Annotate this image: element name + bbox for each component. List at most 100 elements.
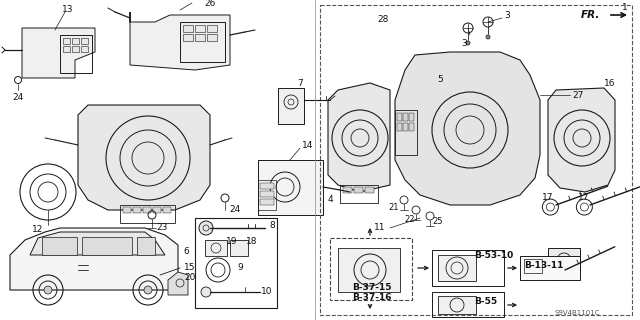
Polygon shape [328, 83, 390, 192]
Circle shape [486, 35, 490, 39]
Bar [260, 199, 274, 205]
Circle shape [201, 287, 211, 297]
Bar [153, 207, 161, 213]
Bar [81, 38, 88, 44]
Text: 10: 10 [261, 287, 273, 297]
Bar [207, 34, 217, 41]
Bar [183, 25, 193, 32]
Text: B-37-15: B-37-15 [352, 284, 392, 292]
Text: B-55: B-55 [474, 298, 497, 307]
Bar [432, 250, 504, 286]
Bar [520, 256, 580, 280]
Bar [403, 123, 408, 131]
Text: 11: 11 [374, 223, 386, 233]
Bar [205, 240, 227, 256]
Text: 3: 3 [504, 12, 510, 20]
Bar [338, 248, 400, 292]
Text: 17: 17 [542, 194, 554, 203]
Text: 9: 9 [237, 263, 243, 273]
Circle shape [199, 221, 213, 235]
Text: 26: 26 [204, 0, 216, 7]
Bar [320, 5, 632, 315]
Bar [72, 46, 79, 52]
Text: 22: 22 [404, 215, 415, 225]
Bar [207, 25, 217, 32]
Bar [82, 237, 132, 255]
Bar [409, 113, 414, 121]
Bar [260, 183, 274, 189]
Text: B-37-16: B-37-16 [352, 293, 392, 302]
Text: 6: 6 [183, 247, 189, 257]
Bar [548, 248, 580, 272]
Text: 24: 24 [12, 93, 24, 102]
Bar [397, 113, 402, 121]
Bar [72, 38, 79, 44]
Polygon shape [78, 105, 210, 210]
Bar [260, 191, 274, 197]
Bar [403, 113, 408, 121]
Text: 17: 17 [579, 194, 589, 203]
Text: 8: 8 [269, 221, 275, 230]
Polygon shape [22, 28, 95, 78]
Text: 12: 12 [32, 226, 44, 235]
Circle shape [144, 286, 152, 294]
Text: 7: 7 [297, 78, 303, 87]
Text: 27: 27 [572, 91, 584, 100]
Bar [278, 88, 304, 124]
Bar [120, 205, 175, 223]
Bar [258, 180, 276, 210]
Bar [524, 259, 542, 273]
Text: 14: 14 [302, 140, 314, 149]
Polygon shape [448, 72, 505, 88]
Polygon shape [395, 52, 540, 205]
Bar [397, 123, 402, 131]
Bar [195, 34, 205, 41]
Polygon shape [130, 12, 230, 70]
Text: 13: 13 [62, 5, 74, 14]
Text: 1: 1 [622, 4, 628, 12]
Text: 16: 16 [604, 78, 616, 87]
Bar [60, 35, 92, 73]
Text: 19: 19 [227, 237, 237, 246]
Text: S9V4B1101C: S9V4B1101C [554, 310, 600, 316]
Text: 18: 18 [246, 237, 258, 246]
Bar [395, 110, 417, 155]
Bar [343, 187, 352, 193]
Bar [133, 207, 141, 213]
Text: 21: 21 [388, 204, 399, 212]
Bar [63, 38, 70, 44]
Bar [180, 22, 225, 62]
Bar [438, 296, 476, 314]
Bar [137, 237, 155, 255]
Polygon shape [10, 228, 178, 290]
Text: 15: 15 [184, 263, 196, 273]
Bar [354, 187, 363, 193]
Bar [340, 185, 378, 203]
Text: 5: 5 [437, 76, 443, 84]
Bar [42, 237, 77, 255]
Circle shape [44, 286, 52, 294]
Polygon shape [30, 232, 165, 255]
Bar [230, 240, 248, 256]
Bar [143, 207, 151, 213]
Text: B-13-11: B-13-11 [524, 261, 563, 270]
Text: 23: 23 [156, 223, 168, 233]
Bar [432, 292, 504, 317]
Polygon shape [168, 272, 188, 295]
Text: FR.: FR. [580, 10, 600, 20]
Text: 20: 20 [184, 274, 196, 283]
Bar [63, 46, 70, 52]
Text: B-53-10: B-53-10 [474, 251, 513, 260]
Bar [365, 187, 374, 193]
Bar [163, 207, 171, 213]
Bar [183, 34, 193, 41]
Bar [409, 123, 414, 131]
Bar [195, 25, 205, 32]
Bar [258, 160, 323, 215]
Text: 3: 3 [461, 38, 467, 47]
Text: 28: 28 [378, 15, 388, 25]
Bar [438, 255, 476, 281]
Bar [195, 218, 277, 308]
Bar [81, 46, 88, 52]
Circle shape [466, 41, 470, 45]
